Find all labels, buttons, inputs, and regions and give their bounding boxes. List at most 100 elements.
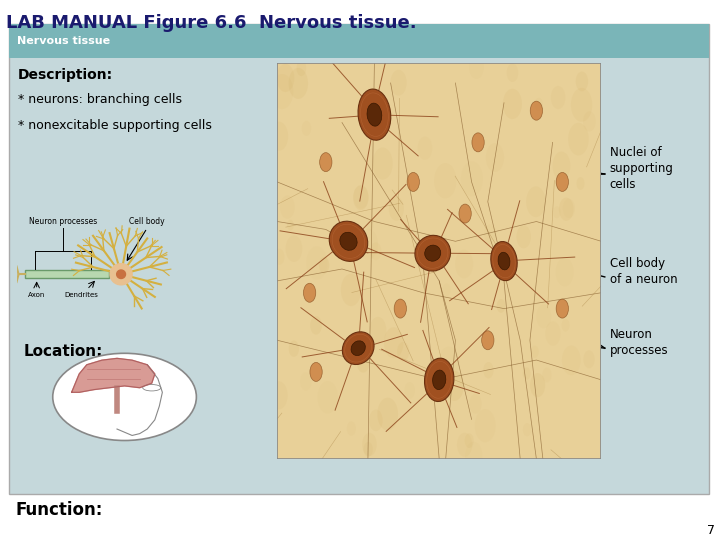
- Ellipse shape: [425, 245, 441, 261]
- Ellipse shape: [356, 352, 369, 373]
- Ellipse shape: [583, 350, 595, 368]
- Ellipse shape: [526, 186, 546, 217]
- Ellipse shape: [329, 221, 368, 261]
- Text: Nervous tissue: Nervous tissue: [17, 36, 109, 46]
- Circle shape: [110, 264, 132, 285]
- Ellipse shape: [389, 197, 404, 221]
- Ellipse shape: [394, 299, 407, 318]
- Ellipse shape: [497, 299, 505, 313]
- Ellipse shape: [472, 133, 485, 152]
- Circle shape: [117, 270, 125, 279]
- Ellipse shape: [287, 220, 294, 231]
- Bar: [9, 24, 709, 494]
- Ellipse shape: [372, 147, 392, 180]
- Ellipse shape: [340, 232, 357, 251]
- Ellipse shape: [433, 370, 446, 389]
- Text: Cell body
of a neuron: Cell body of a neuron: [610, 257, 678, 286]
- Ellipse shape: [562, 346, 580, 375]
- Text: Location:: Location:: [24, 344, 103, 359]
- Ellipse shape: [319, 257, 329, 274]
- Ellipse shape: [270, 381, 288, 409]
- Ellipse shape: [464, 433, 474, 448]
- Ellipse shape: [289, 341, 299, 357]
- Text: Axon: Axon: [28, 292, 45, 298]
- Ellipse shape: [576, 71, 588, 91]
- Bar: [9, 24, 709, 58]
- Text: 7: 7: [707, 524, 715, 537]
- Ellipse shape: [551, 86, 565, 109]
- Ellipse shape: [556, 172, 569, 191]
- Text: * nonexcitable supporting cells: * nonexcitable supporting cells: [18, 119, 212, 132]
- Text: Neuron processes: Neuron processes: [29, 217, 97, 226]
- Ellipse shape: [483, 362, 494, 379]
- Ellipse shape: [354, 185, 369, 208]
- Ellipse shape: [523, 423, 531, 436]
- Ellipse shape: [457, 433, 472, 457]
- Ellipse shape: [347, 421, 356, 436]
- Ellipse shape: [530, 373, 545, 397]
- Ellipse shape: [358, 89, 391, 140]
- Ellipse shape: [571, 88, 593, 122]
- Ellipse shape: [286, 235, 302, 262]
- Ellipse shape: [53, 353, 197, 441]
- Ellipse shape: [563, 199, 575, 218]
- Ellipse shape: [364, 442, 373, 457]
- Ellipse shape: [342, 332, 374, 364]
- Ellipse shape: [369, 317, 387, 343]
- Ellipse shape: [384, 327, 403, 359]
- Text: Function:: Function:: [15, 501, 102, 518]
- Ellipse shape: [415, 235, 451, 271]
- Ellipse shape: [397, 342, 409, 361]
- Ellipse shape: [559, 198, 574, 221]
- Ellipse shape: [280, 195, 294, 219]
- Ellipse shape: [434, 163, 456, 198]
- Ellipse shape: [562, 319, 570, 332]
- Ellipse shape: [353, 185, 369, 210]
- Ellipse shape: [270, 122, 288, 151]
- Ellipse shape: [367, 103, 382, 126]
- Ellipse shape: [459, 204, 472, 223]
- Ellipse shape: [445, 371, 464, 401]
- Text: Cell body: Cell body: [130, 217, 165, 226]
- Ellipse shape: [310, 362, 323, 381]
- Ellipse shape: [577, 177, 585, 190]
- Ellipse shape: [523, 367, 531, 380]
- Ellipse shape: [377, 397, 398, 430]
- Ellipse shape: [320, 153, 332, 172]
- Text: * neurons: branching cells: * neurons: branching cells: [18, 93, 182, 106]
- Ellipse shape: [297, 60, 306, 76]
- Ellipse shape: [289, 68, 308, 99]
- Ellipse shape: [516, 225, 531, 248]
- Ellipse shape: [583, 111, 595, 131]
- Ellipse shape: [351, 341, 365, 355]
- Ellipse shape: [503, 89, 522, 119]
- FancyBboxPatch shape: [24, 271, 109, 278]
- Ellipse shape: [535, 98, 543, 111]
- Ellipse shape: [530, 101, 543, 120]
- Ellipse shape: [370, 242, 382, 260]
- Ellipse shape: [369, 409, 383, 431]
- Ellipse shape: [274, 249, 284, 265]
- Ellipse shape: [362, 433, 377, 456]
- Ellipse shape: [482, 331, 494, 350]
- Ellipse shape: [498, 252, 510, 270]
- Ellipse shape: [568, 123, 589, 156]
- Text: Neuron
processes: Neuron processes: [610, 328, 668, 357]
- Ellipse shape: [341, 274, 361, 306]
- Ellipse shape: [425, 358, 454, 402]
- Ellipse shape: [276, 64, 294, 92]
- Ellipse shape: [390, 70, 407, 96]
- Ellipse shape: [271, 74, 293, 109]
- Ellipse shape: [553, 206, 561, 218]
- Ellipse shape: [507, 63, 518, 82]
- Ellipse shape: [531, 346, 539, 358]
- Ellipse shape: [310, 316, 322, 335]
- Text: Dendrites: Dendrites: [64, 292, 98, 298]
- Ellipse shape: [556, 299, 569, 318]
- Ellipse shape: [552, 152, 570, 180]
- Text: LAB MANUAL Figure 6.6  Nervous tissue.: LAB MANUAL Figure 6.6 Nervous tissue.: [6, 14, 416, 31]
- Ellipse shape: [438, 362, 448, 377]
- Text: Description:: Description:: [18, 68, 113, 82]
- Text: Nuclei of
supporting
cells: Nuclei of supporting cells: [610, 146, 674, 191]
- Ellipse shape: [469, 394, 482, 414]
